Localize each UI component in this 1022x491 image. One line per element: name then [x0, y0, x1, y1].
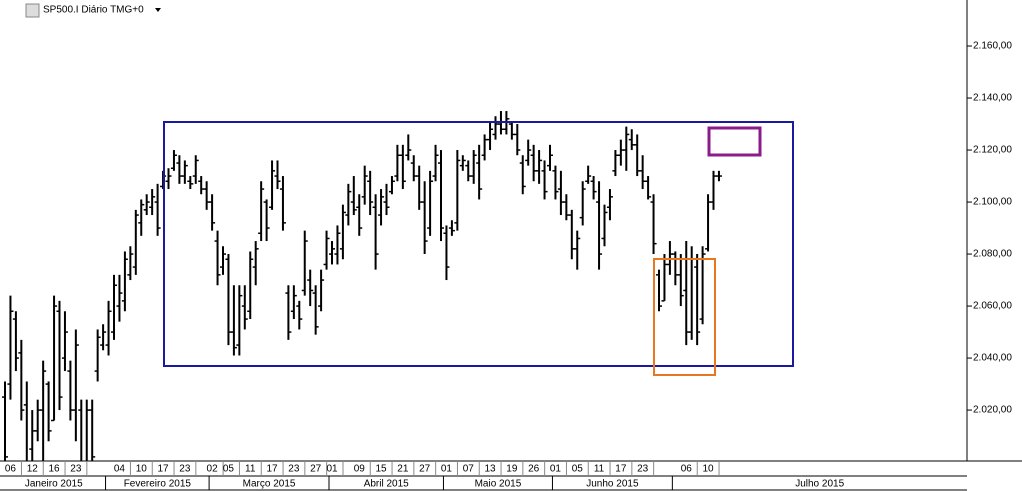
x-tick-label: 06 [681, 464, 693, 475]
month-label: Julho 2015 [795, 479, 844, 490]
range-box [163, 121, 794, 367]
x-tick-label: 10 [702, 464, 714, 475]
x-tick-label: 27 [310, 464, 322, 475]
highlight-box [653, 258, 716, 376]
y-tick-label: 2.140,00 [973, 93, 1012, 104]
month-label: Fevereiro 2015 [124, 479, 192, 490]
x-tick-label: 07 [463, 464, 475, 475]
y-tick-label: 2.160,00 [973, 41, 1012, 52]
x-tick-label: 09 [354, 464, 366, 475]
target-box [707, 126, 762, 157]
x-tick-label: 15 [375, 464, 387, 475]
x-tick-label: 23 [637, 464, 649, 475]
x-tick-label: 12 [27, 464, 39, 475]
x-tick-label: 01 [441, 464, 453, 475]
month-label: Junho 2015 [586, 479, 639, 490]
y-tick-label: 2.020,00 [973, 405, 1012, 416]
x-tick-label: 17 [157, 464, 169, 475]
month-label: Abril 2015 [364, 479, 409, 490]
x-tick-label: 11 [245, 464, 256, 475]
x-tick-label: 06 [5, 464, 17, 475]
x-tick-label: 04 [114, 464, 126, 475]
x-tick-label: 01 [550, 464, 562, 475]
x-tick-label: 23 [288, 464, 300, 475]
y-tick-label: 2.100,00 [973, 197, 1012, 208]
x-tick-label: 23 [179, 464, 191, 475]
chart-title[interactable]: SP500.I Diário TMG+0 [43, 5, 144, 16]
x-tick-label: 17 [266, 464, 278, 475]
y-tick-label: 2.040,00 [973, 353, 1012, 364]
x-tick-label: 16 [48, 464, 60, 475]
x-tick-label: 21 [397, 464, 409, 475]
x-tick-label: 02 [207, 464, 219, 475]
x-tick-label: 26 [528, 464, 540, 475]
x-tick-label: 01 [326, 464, 338, 475]
symbol-icon[interactable] [25, 3, 40, 18]
x-tick-label: 13 [484, 464, 496, 475]
y-tick-label: 2.060,00 [973, 301, 1012, 312]
x-tick-label: 05 [223, 464, 235, 475]
dropdown-arrow[interactable] [155, 8, 161, 12]
month-label: Maio 2015 [475, 479, 522, 490]
y-tick-label: 2.080,00 [973, 249, 1012, 260]
x-tick-label: 27 [419, 464, 431, 475]
x-tick-label: 23 [70, 464, 82, 475]
plot-area [2, 111, 722, 461]
x-tick-label: 11 [594, 464, 605, 475]
month-label: Março 2015 [243, 479, 296, 490]
x-tick-label: 10 [136, 464, 148, 475]
x-tick-label: 19 [506, 464, 518, 475]
month-label: Janeiro 2015 [25, 479, 83, 490]
y-tick-label: 2.120,00 [973, 145, 1012, 156]
x-tick-label: 17 [615, 464, 627, 475]
x-tick-label: 05 [572, 464, 584, 475]
